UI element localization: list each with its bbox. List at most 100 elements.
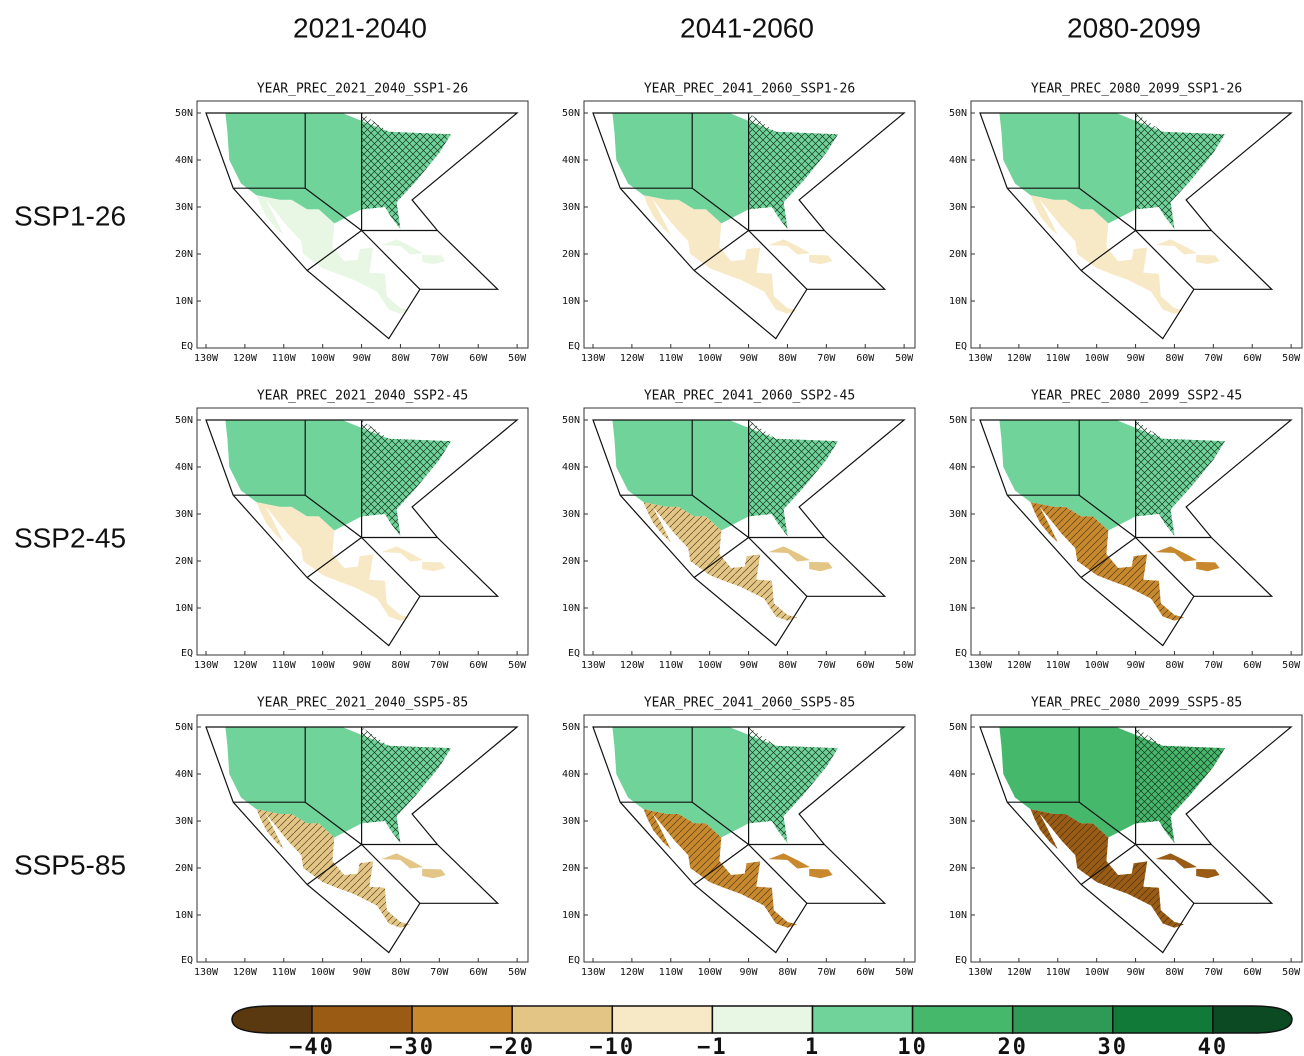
lon-tick-label: 120W <box>1007 660 1032 671</box>
lon-tick-label: 90W <box>740 967 759 978</box>
lat-tick-label: 30N <box>562 509 580 520</box>
lat-tick-label: 20N <box>562 863 580 874</box>
lon-tick-label: 100W <box>698 967 723 978</box>
lat-tick-label: 50N <box>562 415 580 426</box>
lon-tick-label: 90W <box>1127 967 1146 978</box>
lon-tick-label: 80W <box>1165 967 1184 978</box>
lat-tick-label: 50N <box>562 108 580 119</box>
lon-tick-label: 70W <box>1204 353 1223 364</box>
lon-tick-label: 100W <box>698 660 723 671</box>
lat-tick-label: 40N <box>949 155 967 166</box>
colorbar-swatch <box>913 1006 1013 1033</box>
lon-tick-label: 120W <box>1007 353 1032 364</box>
lat-tick-label: 10N <box>175 910 193 921</box>
lat-tick-label: 30N <box>175 816 193 827</box>
lon-tick-label: 130W <box>968 660 993 671</box>
colorbar-swatch <box>1113 1006 1213 1033</box>
colorbar-swatch <box>612 1006 712 1033</box>
lat-tick-label: EQ <box>955 955 967 966</box>
lon-tick-label: 90W <box>353 660 372 671</box>
lat-tick-label: 40N <box>175 462 193 473</box>
colorbar-swatch <box>1013 1006 1113 1033</box>
row-label: SSP5-85 <box>14 849 126 880</box>
lon-tick-label: 90W <box>740 353 759 364</box>
lon-tick-label: 50W <box>1282 967 1301 978</box>
lon-tick-label: 70W <box>817 353 836 364</box>
lon-tick-label: 130W <box>194 353 219 364</box>
lon-tick-label: 50W <box>508 967 527 978</box>
lon-tick-label: 50W <box>1282 353 1301 364</box>
lat-tick-label: 40N <box>949 462 967 473</box>
lat-tick-label: 30N <box>562 202 580 213</box>
lon-tick-label: 100W <box>311 660 336 671</box>
lon-tick-label: 100W <box>311 353 336 364</box>
lon-tick-label: 60W <box>856 660 875 671</box>
lon-tick-label: 50W <box>895 353 914 364</box>
lon-tick-label: 130W <box>968 967 993 978</box>
map-panel: YEAR_PREC_2080_2099_SSP5-8550N40N30N20N1… <box>949 696 1302 979</box>
lon-tick-label: 80W <box>391 353 410 364</box>
lon-tick-label: 90W <box>353 967 372 978</box>
lon-tick-label: 110W <box>1046 353 1071 364</box>
lat-tick-label: 50N <box>175 108 193 119</box>
lat-tick-label: 40N <box>562 155 580 166</box>
lat-tick-label: 30N <box>949 202 967 213</box>
lon-tick-label: 70W <box>817 660 836 671</box>
column-header: 2021-2040 <box>293 12 427 43</box>
colorbar-swatch <box>412 1006 512 1033</box>
colorbar-label: 20 <box>997 1035 1028 1056</box>
lon-tick-label: 80W <box>391 967 410 978</box>
map-panel: YEAR_PREC_2080_2099_SSP1-2650N40N30N20N1… <box>949 82 1302 365</box>
colorbar-swatch <box>1213 1006 1292 1033</box>
map-panel: YEAR_PREC_2021_2040_SSP1-2650N40N30N20N1… <box>175 82 528 365</box>
column-header: 2080-2099 <box>1067 12 1201 43</box>
lat-tick-label: 50N <box>562 722 580 733</box>
map-panel: YEAR_PREC_2041_2060_SSP2-4550N40N30N20N1… <box>562 389 915 672</box>
lon-tick-label: 50W <box>895 660 914 671</box>
colorbar-label: 1 <box>805 1035 820 1056</box>
lat-tick-label: 50N <box>949 722 967 733</box>
lon-tick-label: 100W <box>698 353 723 364</box>
colorbar-swatch <box>312 1006 412 1033</box>
map-panel: YEAR_PREC_2021_2040_SSP2-4550N40N30N20N1… <box>175 389 528 672</box>
lon-tick-label: 120W <box>1007 967 1032 978</box>
colorbar-label: −20 <box>489 1035 535 1056</box>
lat-tick-label: 10N <box>562 910 580 921</box>
lat-tick-label: EQ <box>955 648 967 659</box>
lon-tick-label: 110W <box>659 353 684 364</box>
lon-tick-label: 120W <box>233 967 258 978</box>
lat-tick-label: 30N <box>949 816 967 827</box>
colorbar-label: 40 <box>1198 1035 1229 1056</box>
lat-tick-label: EQ <box>955 341 967 352</box>
lon-tick-label: 60W <box>469 353 488 364</box>
lon-tick-label: 60W <box>1243 660 1262 671</box>
lat-tick-label: 50N <box>949 415 967 426</box>
colorbar-label: −30 <box>389 1035 435 1056</box>
lon-tick-label: 60W <box>856 967 875 978</box>
lat-tick-label: 10N <box>175 296 193 307</box>
lon-tick-label: 50W <box>508 353 527 364</box>
panel-title: YEAR_PREC_2041_2060_SSP5-85 <box>644 696 855 711</box>
lon-tick-label: 110W <box>1046 660 1071 671</box>
lon-tick-label: 110W <box>272 353 297 364</box>
lon-tick-label: 120W <box>620 353 645 364</box>
panel-title: YEAR_PREC_2021_2040_SSP5-85 <box>257 696 468 711</box>
map-panel: YEAR_PREC_2041_2060_SSP5-8550N40N30N20N1… <box>562 696 915 979</box>
lon-tick-label: 110W <box>272 967 297 978</box>
map-panel: YEAR_PREC_2021_2040_SSP5-8550N40N30N20N1… <box>175 696 528 979</box>
lat-tick-label: 20N <box>949 863 967 874</box>
lon-tick-label: 80W <box>778 660 797 671</box>
lon-tick-label: 100W <box>1085 967 1110 978</box>
lon-tick-label: 110W <box>272 660 297 671</box>
lon-tick-label: 90W <box>740 660 759 671</box>
lon-tick-label: 120W <box>233 353 258 364</box>
lon-tick-label: 50W <box>895 967 914 978</box>
lon-tick-label: 80W <box>391 660 410 671</box>
lon-tick-label: 130W <box>581 660 606 671</box>
lat-tick-label: EQ <box>568 955 580 966</box>
lon-tick-label: 120W <box>620 660 645 671</box>
panel-title: YEAR_PREC_2080_2099_SSP1-26 <box>1031 82 1242 97</box>
colorbar-label: −1 <box>697 1035 728 1056</box>
lon-tick-label: 90W <box>353 353 372 364</box>
lat-tick-label: 50N <box>949 108 967 119</box>
